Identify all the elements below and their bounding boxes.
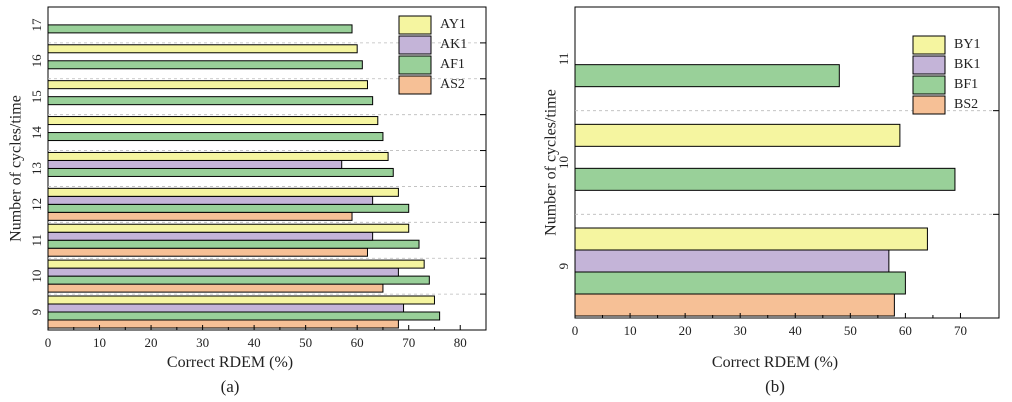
y-tick-label: 11 (29, 234, 44, 247)
y-tick-label: 9 (556, 263, 571, 270)
legend-swatch-by1 (912, 35, 946, 55)
bar-bk1-9 (574, 249, 890, 273)
bar-ay1-16 (47, 44, 358, 54)
bar-af1-11 (47, 239, 420, 249)
bar-bs2-9 (574, 293, 895, 317)
legend-label-bf1: BF1 (954, 77, 978, 92)
bar-ak1-12 (47, 195, 374, 205)
bar-as2-11 (47, 247, 368, 257)
legend-swatch-ay1 (398, 15, 432, 35)
bar-af1-13 (47, 167, 394, 177)
y-tick-label: 11 (556, 53, 571, 66)
x-tick-label: 10 (624, 323, 637, 338)
y-tick-label: 14 (29, 126, 44, 140)
bar-af1-12 (47, 203, 410, 213)
bar-af1-14 (47, 132, 384, 142)
legend-label-af1: AF1 (440, 57, 465, 72)
bar-ay1-11 (47, 223, 410, 233)
y-axis-title: Number of cycles/time (8, 95, 25, 242)
legend-swatch-af1 (398, 55, 432, 75)
bar-ay1-15 (47, 80, 368, 90)
bar-as2-9 (47, 319, 399, 329)
panel-label: (b) (765, 377, 785, 396)
panel-label: (a) (221, 377, 240, 396)
bar-ay1-10 (47, 259, 425, 269)
y-tick-label: 16 (29, 54, 44, 67)
bar-ak1-10 (47, 267, 399, 277)
y-tick-label: 12 (29, 198, 44, 211)
bar-af1-16 (47, 60, 363, 70)
bar-ay1-12 (47, 187, 399, 197)
chart-panel-b: 9 10 11 0 10 20 30 40 50 60 70 Correct RDEM (%) Numb… (543, 6, 1000, 396)
bar-bf1-11 (574, 64, 840, 88)
bar-bf1-10 (574, 167, 956, 191)
y-tick-label: 9 (29, 309, 44, 316)
x-axis-title: Correct RDEM (%) (712, 354, 838, 371)
bar-af1-9 (47, 311, 441, 321)
bar-af1-15 (47, 96, 374, 106)
x-tick-label: 20 (679, 323, 692, 338)
legend-label-ay1: AY1 (440, 17, 466, 32)
y-axis-title: Number of cycles/time (543, 89, 560, 236)
legend-swatch-as2 (398, 75, 432, 95)
chart-panel-a: 9 10 11 12 13 14 15 16 17 0 10 20 30 40 50 60 70 80 Correc… (8, 6, 487, 396)
x-tick-label: 10 (93, 335, 106, 350)
x-tick-label: 30 (734, 323, 747, 338)
x-tick-label: 0 (572, 323, 579, 338)
bar-by1-10 (574, 123, 901, 147)
bar-as2-12 (47, 211, 353, 221)
bar-bf1-9 (574, 271, 906, 295)
legend-label-bs2: BS2 (954, 97, 978, 112)
y-tick-label: 15 (29, 90, 44, 103)
x-tick-label: 70 (954, 323, 967, 338)
y-tick-label: 13 (29, 162, 44, 175)
legend-label-by1: BY1 (954, 37, 980, 52)
x-tick-label: 70 (402, 335, 415, 350)
bar-ay1-14 (47, 116, 379, 126)
plot-frame (574, 6, 1000, 319)
x-axis-title: Correct RDEM (%) (167, 354, 293, 371)
legend-label-bk1: BK1 (954, 57, 980, 72)
bar-ay1-9 (47, 295, 435, 305)
legend-swatch-bk1 (912, 55, 946, 75)
x-tick-label: 30 (196, 335, 209, 350)
y-tick-label: 10 (29, 270, 44, 283)
x-tick-label: 40 (248, 335, 261, 350)
legend-swatch-ak1 (398, 35, 432, 55)
x-tick-label: 0 (45, 335, 52, 350)
legend-label-ak1: AK1 (440, 37, 467, 52)
x-tick-label: 40 (789, 323, 802, 338)
x-tick-label: 50 (844, 323, 857, 338)
bar-af1-10 (47, 275, 430, 285)
bar-as2-10 (47, 283, 384, 293)
bar-by1-9 (574, 227, 928, 251)
x-tick-label: 80 (454, 335, 467, 350)
bar-ak1-11 (47, 231, 374, 241)
x-tick-label: 50 (299, 335, 312, 350)
y-tick-label: 10 (556, 156, 571, 169)
x-tick-label: 20 (145, 335, 158, 350)
legend-swatch-bs2 (912, 95, 946, 115)
legend-swatch-bf1 (912, 75, 946, 95)
bar-ak1-9 (47, 303, 405, 313)
x-tick-label: 60 (899, 323, 912, 338)
bar-ak1-13 (47, 159, 343, 169)
bar-af1-17 (47, 24, 353, 34)
y-tick-label: 17 (29, 18, 44, 32)
bar-ay1-13 (47, 151, 389, 161)
x-tick-label: 60 (351, 335, 364, 350)
legend-label-as2: AS2 (440, 77, 465, 92)
